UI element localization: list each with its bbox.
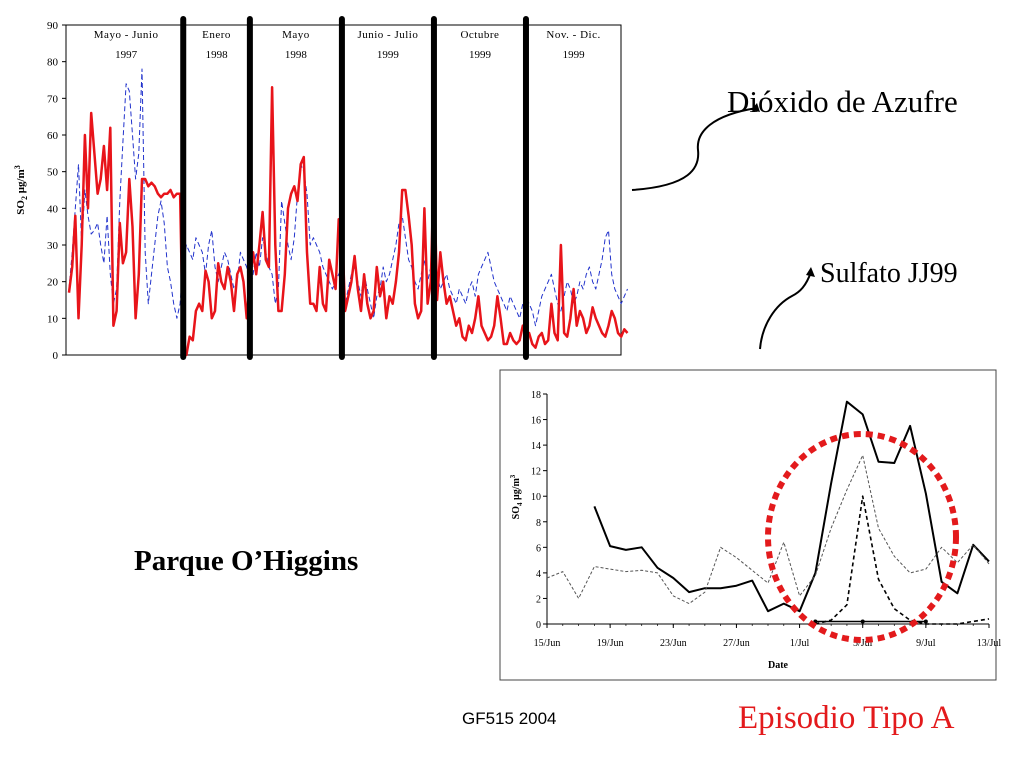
y-tick-label: 2: [536, 594, 541, 605]
station-name: Parque O’Higgins: [134, 545, 359, 577]
period-label: Nov. - Dic.: [546, 29, 600, 41]
x-tick-label: 15/Jun: [534, 638, 561, 649]
y-tick-label: 12: [531, 467, 541, 478]
so2-title: Dióxido de Azufre: [727, 84, 958, 119]
y-tick-label: 8: [536, 518, 541, 529]
y-tick-label: 0: [536, 620, 541, 631]
y-tick-label: 6: [536, 543, 541, 554]
period-label: Mayo: [282, 29, 310, 41]
period-year: 1998: [285, 49, 308, 61]
arrow-to-sulfate-title: [759, 267, 815, 350]
y-tick-label: 60: [47, 130, 59, 142]
y-tick-label: 18: [531, 390, 541, 401]
y-tick-label: 50: [47, 167, 59, 179]
period-year: 1999: [563, 49, 586, 61]
x-tick-label: 13/Jul: [977, 638, 1002, 649]
x-tick-label: 5/Jul: [853, 638, 873, 649]
series-line-red: [67, 86, 629, 357]
x-tick-label: 27/Jun: [723, 638, 750, 649]
sulfate-title: Sulfato JJ99: [820, 258, 958, 289]
y-axis-label: SO4 μg/m3: [509, 474, 524, 519]
episode-highlight-circle: [765, 431, 959, 643]
period-year: 1999: [469, 49, 492, 61]
y-axis-label: SO2 μg/m3: [13, 165, 29, 214]
period-label: Octubre: [460, 29, 499, 41]
y-tick-label: 80: [47, 57, 59, 69]
y-tick-label: 10: [47, 313, 59, 325]
y-tick-label: 40: [47, 203, 59, 215]
footer-text: GF515 2004: [462, 709, 557, 728]
y-tick-label: 90: [47, 20, 59, 32]
x-tick-label: 23/Jun: [660, 638, 687, 649]
series-line-blue: [68, 68, 628, 327]
y-tick-label: 16: [531, 416, 541, 427]
series-line-black-dashed: [815, 495, 990, 625]
y-tick-label: 20: [47, 277, 59, 289]
series-line-gray-dashed: [546, 454, 990, 605]
period-label: Mayo - Junio: [94, 29, 159, 41]
x-tick-label: 9/Jul: [916, 638, 936, 649]
y-tick-label: 30: [47, 240, 59, 252]
arrow-to-so2-title: [631, 103, 760, 191]
period-year: 1999: [377, 49, 400, 61]
so2-chart: 0 10 20 30 40 50 60 70 80 90 SO2 μg/m3 Mayo - Junio…: [13, 16, 629, 362]
y-tick-label: 14: [531, 441, 541, 452]
period-label: Junio - Julio: [357, 29, 418, 41]
period-year: 1998: [206, 49, 229, 61]
period-year: 1997: [115, 49, 138, 61]
x-tick-label: 1/Jul: [790, 638, 810, 649]
x-axis-label: Date: [768, 660, 789, 671]
episode-label: Episodio Tipo A: [738, 700, 955, 736]
period-label: Enero: [202, 29, 231, 41]
y-tick-label: 0: [53, 350, 59, 362]
y-tick-label: 70: [47, 93, 59, 105]
y-tick-label: 4: [536, 569, 541, 580]
chart-frame: [499, 369, 997, 681]
x-tick-label: 19/Jun: [597, 638, 624, 649]
sulfate-chart: 0 2 4 6 8 10 12 14 16 18 15/Jun 19/Jun 23/Jun 27/Jun 1…: [499, 369, 1002, 681]
y-tick-label: 10: [531, 492, 541, 503]
